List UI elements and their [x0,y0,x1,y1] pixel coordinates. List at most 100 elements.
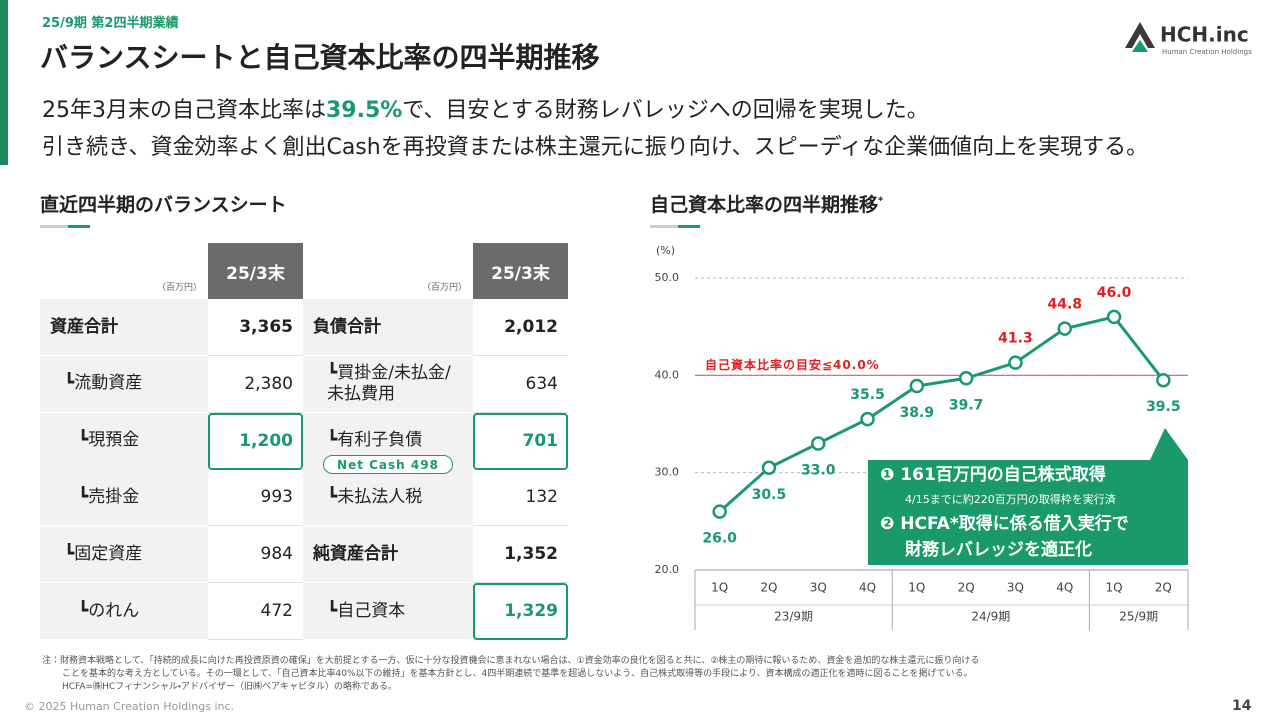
y-tick-label: 20.0 [655,563,680,576]
chart-title: 自己資本比率の四半期推移* [650,190,883,217]
y-unit: (%) [656,244,675,257]
data-label: 39.5 [1146,399,1181,415]
x-tick-label: 1Q [1106,581,1123,595]
annotation-text: ❶ 161百万円の自己株式取得 [880,464,1106,485]
data-label: 33.0 [801,462,836,478]
lead-text: で、目安とする財務レバレッジへの回帰を実現した。 [402,98,929,123]
title-rule [40,225,68,228]
reference-label: 自己資本比率の目安≦40.0% [705,357,880,372]
table-value: 3,365 [208,299,303,356]
x-tick-label: 2Q [958,581,975,595]
data-point [712,504,727,519]
footnote-line: ことを基本的な考え方としている。その一環として、「自己資本比率40%以下の維持」… [62,669,973,679]
data-point [860,411,875,427]
table-value: 993 [208,469,303,527]
chart-title-mark: * [878,195,884,207]
table-value: 1,352 [473,526,568,584]
highlight-frame [208,412,303,470]
table-value: 984 [208,526,303,584]
table-value: 2,380 [208,355,303,413]
table-label: ┗現預金 [40,412,208,470]
chart-title-text: 自己資本比率の四半期推移 [650,194,879,216]
table-value: 1,329 [473,583,568,640]
footnote: 注：財務資本戦略として、「持続的成長に向けた再投資原資の確保」を大前提とする一方… [42,655,979,694]
accent-bar [0,0,8,165]
data-point [1008,355,1023,370]
data-label: 30.5 [752,487,787,503]
footnote-line: 注：財務資本戦略として、「持続的成長に向けた再投資原資の確保」を大前提とする一方… [42,656,980,666]
table-value: 2,012 [473,299,568,356]
table-label: ┗売掛金 [40,469,208,527]
highlight-frame [473,412,568,470]
lead-line: 25年3月末の自己資本比率は39.5%で、目安とする財務レバレッジへの回帰を実現… [42,92,929,124]
table-label: ┗固定資産 [40,526,208,584]
x-tick-label: 4Q [859,581,876,595]
table-label: ┗のれん [40,583,208,640]
x-tick-label: 3Q [1007,581,1024,595]
data-point [1057,321,1072,336]
data-point [811,436,826,451]
x-tick-label: 1Q [908,581,925,595]
table-value: 132 [473,469,568,527]
group-label: 23/9期 [774,610,813,624]
page-number: 14 [1232,698,1252,714]
y-tick-label: 50.0 [655,271,680,284]
data-label: 38.9 [900,405,935,421]
lead-text: 25年3月末の自己資本比率は [42,98,326,123]
data-point [958,371,974,386]
annotation-text: 財務レバレッジを適正化 [904,539,1092,560]
data-label: 46.0 [1097,285,1132,301]
net-cash: Net Cash 498 [323,455,453,474]
slide-title: バランスシートと自己資本比率の四半期推移 [40,41,600,74]
data-point [1156,372,1171,388]
data-point [761,460,777,476]
column-header: 25/3末 [208,243,303,299]
table-label: ┗未払法人税 [303,469,473,527]
table-label: 純資産合計 [303,526,473,584]
x-tick-label: 4Q [1056,581,1073,595]
x-tick-label: 3Q [810,581,827,595]
x-tick-label: 2Q [1155,581,1172,595]
table-label: ┗自己資本 [303,583,473,640]
table-value: 472 [208,583,303,640]
lead-highlight: 39.5% [326,98,403,123]
y-tick-label: 40.0 [655,368,680,381]
data-line [718,315,1165,513]
title-rule [678,225,700,228]
section-label: 25/9期 第2四半期業績 [42,16,179,31]
table-value: 701 [473,412,568,470]
table-title: 直近四半期のバランスシート [40,194,287,216]
data-label: 44.8 [1047,297,1082,313]
y-tick-label: 30.0 [655,466,680,479]
data-label: 41.3 [998,331,1033,347]
table-label: 資産合計 [40,299,208,356]
x-tick-label: 1Q [711,581,728,595]
data-point [1106,309,1122,325]
data-label: 26.0 [702,531,737,547]
table-value: 634 [473,355,568,413]
annotation-text: ❷ HCFA*取得に係る借入実行で [880,513,1129,534]
table-label: 負債合計 [303,299,473,356]
data-label: 35.5 [850,387,885,403]
logo-sub: Human Creation Holdings [1162,48,1252,56]
column-header: 25/3末 [473,243,568,299]
highlight-frame [473,583,568,640]
group-label: 24/9期 [971,610,1010,624]
lead-line: 引き続き、資金効率よく創出Cashを再投資または株主還元に振り向け、スピーディな… [42,135,1149,160]
annotation-text: 4/15までに約220百万円の取得枠を実行済 [905,492,1116,506]
footnote-line: HCFA=㈱HCフィナンシャル・アドバイザー（旧㈱ベアキャピタル）の略称である。 [62,682,397,692]
copyright: © 2025 Human Creation Holdings inc. [24,700,235,713]
data-label: 39.7 [949,397,984,413]
annotation-box [868,428,1188,565]
data-point [909,378,925,394]
logo: HCH.inc Human Creation Holdings [1125,22,1252,56]
table-label: ┗流動資産 [40,355,208,413]
title-rule [650,225,678,228]
logo-text: HCH.inc [1160,23,1249,47]
table-label: ┗買掛金/未払金/未払費用 [303,355,473,413]
unit-label: （百万円） [156,283,202,293]
group-label: 25/9期 [1119,610,1158,624]
x-tick-label: 2Q [760,581,777,595]
